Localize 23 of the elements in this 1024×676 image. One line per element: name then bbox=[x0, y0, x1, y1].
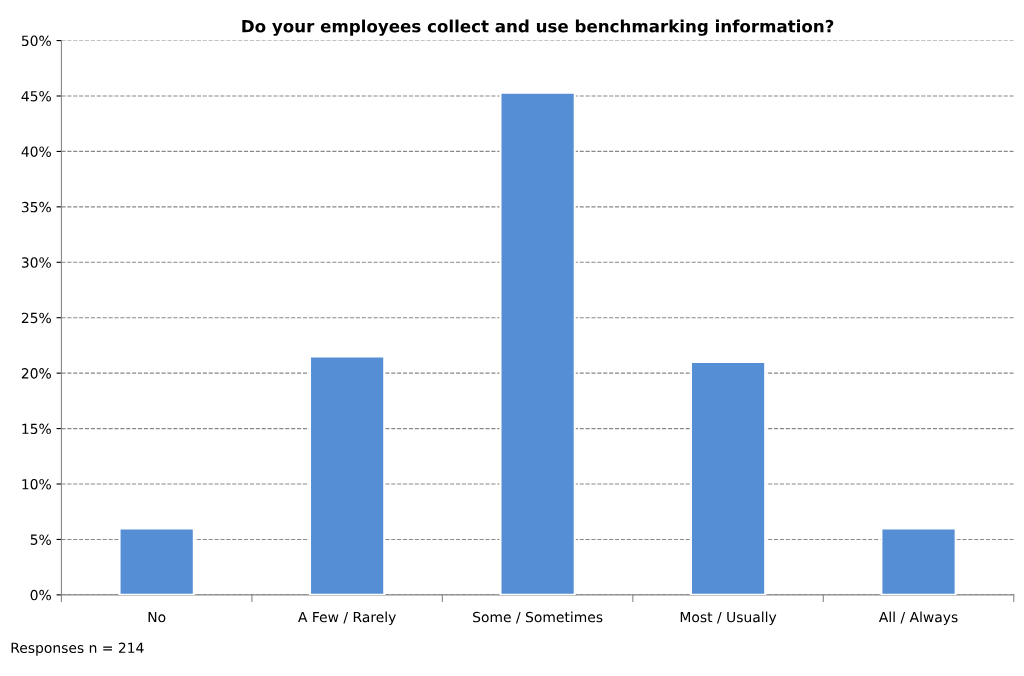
text: Responses n = 214 bbox=[11, 642, 144, 656]
bar bbox=[689, 361, 767, 595]
y-tick-label: 15% bbox=[22, 423, 51, 435]
bar bbox=[880, 527, 957, 595]
x-tick-label: Some / Sometimes bbox=[473, 611, 603, 624]
y-tick-label: 40% bbox=[21, 146, 51, 157]
y-tick-label: 25% bbox=[21, 312, 51, 324]
x-tick-label: A Few / Rarely bbox=[298, 611, 396, 625]
y-tick-label: 0% bbox=[30, 589, 51, 601]
x-tick-label: All / Always bbox=[878, 611, 958, 625]
y-tick-label: 30% bbox=[21, 257, 51, 268]
y-tick-label: 35% bbox=[21, 201, 51, 213]
y-tick-label: 20% bbox=[21, 368, 51, 379]
bar bbox=[308, 355, 386, 595]
bar bbox=[499, 91, 576, 595]
x-tick-label: No bbox=[148, 611, 166, 623]
y-tick-label: 50% bbox=[21, 35, 51, 47]
bar bbox=[118, 527, 195, 595]
chart-title: Do your employees collect and use benchmarking information? bbox=[242, 19, 834, 36]
y-tick-label: 45% bbox=[21, 90, 51, 102]
y-tick-label: 5% bbox=[30, 534, 51, 545]
x-tick-label: Most / Usually bbox=[680, 611, 777, 625]
y-tick-label: 10% bbox=[22, 478, 51, 490]
